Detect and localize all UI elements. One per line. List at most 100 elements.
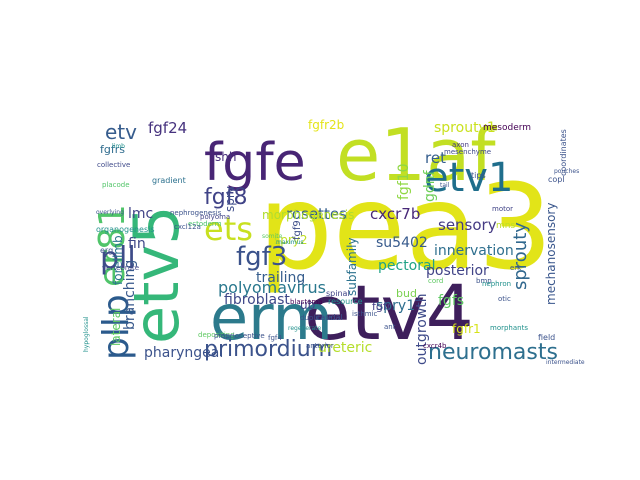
cloud-word: fin bbox=[128, 236, 146, 252]
cloud-word: sensory bbox=[438, 216, 497, 234]
cloud-word: fgf3 bbox=[236, 242, 287, 272]
cloud-word: trailing bbox=[256, 270, 305, 286]
cloud-word: erm bbox=[210, 281, 333, 354]
cloud-word: neuromasts bbox=[428, 340, 558, 365]
cloud-word: spry bbox=[223, 186, 237, 212]
cloud-word: duplicate bbox=[300, 314, 332, 322]
cloud-word: fgf8 bbox=[204, 185, 247, 210]
cloud-word: pllp bbox=[96, 294, 137, 360]
cloud-word: fibroblast bbox=[224, 292, 290, 308]
cloud-word: copl bbox=[548, 175, 565, 184]
cloud-word: branching bbox=[122, 260, 138, 330]
cloud-word: subfamily bbox=[345, 237, 359, 296]
cloud-word: erg bbox=[100, 246, 113, 255]
cloud-word: bmp bbox=[476, 277, 492, 285]
cloud-word: isthmic bbox=[352, 310, 378, 318]
cloud-word: field bbox=[538, 333, 555, 342]
cloud-word: cxcr4b bbox=[423, 342, 447, 350]
cloud-word: spry1 bbox=[376, 298, 415, 314]
cloud-word: fgfr1 bbox=[452, 322, 481, 336]
cloud-word: somite bbox=[262, 233, 283, 240]
cloud-word: etv1 bbox=[424, 155, 513, 201]
cloud-word: sprouty bbox=[510, 222, 531, 290]
cloud-word: morphogenesis bbox=[262, 208, 354, 222]
cloud-word: fgf9 bbox=[292, 220, 303, 240]
cloud-word: hypoglossal bbox=[83, 316, 90, 352]
cloud-word: gradient bbox=[152, 176, 186, 185]
cloud-word: cxcr7b bbox=[370, 205, 420, 223]
cloud-word: pll bbox=[100, 241, 136, 276]
cloud-word: rosettes bbox=[286, 205, 347, 223]
cloud-word: polyomavirus bbox=[218, 278, 326, 297]
cloud-word: axon bbox=[452, 141, 469, 149]
cloud-word: proprioceptive bbox=[214, 332, 265, 340]
cloud-word: lateral bbox=[109, 308, 123, 346]
cloud-word: outgrowth bbox=[414, 293, 430, 365]
cloud-word: cord bbox=[428, 277, 443, 285]
cloud-word: ant bbox=[384, 323, 396, 331]
cloud-word: fgf4 bbox=[268, 334, 282, 342]
cloud-word: primordium bbox=[204, 337, 332, 362]
cloud-word: regenerate bbox=[288, 325, 322, 332]
cloud-word: fgfr2b bbox=[308, 118, 344, 132]
cloud-word: placode bbox=[102, 181, 130, 189]
cloud-word: polyoma bbox=[200, 213, 230, 221]
cloud-word: ureteric bbox=[318, 340, 372, 356]
cloud-word: fgf24 bbox=[148, 119, 187, 137]
cloud-word: maximus bbox=[276, 239, 304, 246]
cloud-word: resource bbox=[328, 297, 363, 306]
cloud-word: tips bbox=[471, 171, 486, 180]
cloud-word: fgfe bbox=[204, 133, 306, 193]
cloud-word: gdnf bbox=[422, 169, 438, 202]
cloud-word: tail bbox=[440, 182, 450, 189]
cloud-word: forelimb bbox=[111, 235, 125, 285]
cloud-word: nephrogenesis bbox=[170, 209, 222, 217]
cloud-word: organogenesis bbox=[96, 225, 155, 234]
cloud-word: pectoral bbox=[378, 258, 435, 274]
cloud-word: etv bbox=[105, 120, 137, 144]
cloud-word: etv4 bbox=[304, 268, 474, 357]
cloud-word: etv5 bbox=[120, 205, 193, 344]
cloud-word: innervation bbox=[434, 243, 514, 259]
cloud-word: blastema bbox=[290, 298, 322, 306]
cloud-word: mesoderm bbox=[483, 123, 531, 133]
cloud-word: mechanosensory bbox=[544, 203, 558, 305]
cloud-word: spry2 bbox=[274, 233, 308, 247]
cloud-word: collective bbox=[97, 161, 130, 169]
cloud-word: limb bbox=[112, 143, 125, 150]
cloud-word: pouches bbox=[554, 168, 579, 175]
cloud-word: cxcl12a bbox=[174, 223, 201, 231]
cloud-word: sprouty1 bbox=[434, 120, 496, 136]
cloud-word: shh bbox=[215, 150, 236, 164]
cloud-word: fgfs bbox=[438, 293, 464, 309]
cloud-word: fgfr bbox=[372, 300, 392, 313]
cloud-word: spinal bbox=[326, 289, 350, 298]
cloud-word: ets bbox=[204, 210, 253, 248]
cloud-word: posterior bbox=[426, 263, 489, 279]
cloud-word: intermediate bbox=[546, 359, 585, 366]
cloud-word: caudal bbox=[316, 313, 343, 322]
cloud-word: erk bbox=[510, 264, 522, 272]
cloud-word: pharyngeal bbox=[144, 345, 223, 361]
cloud-word: depositing bbox=[198, 331, 235, 339]
cloud-word: pea3 bbox=[258, 158, 553, 296]
cloud-word: mesenchyme bbox=[444, 148, 491, 156]
cloud-word: ectoderm bbox=[188, 220, 222, 228]
cloud-word: mns bbox=[496, 221, 515, 231]
cloud-word: lmc bbox=[128, 206, 153, 222]
cloud-word: nephron bbox=[482, 280, 511, 288]
cloud-word: su5402 bbox=[376, 235, 428, 251]
cloud-word: ret bbox=[425, 149, 446, 167]
cloud-word: er81 bbox=[92, 204, 133, 287]
cloud-word: ub bbox=[300, 298, 315, 312]
cloud-word: e1af bbox=[336, 113, 497, 197]
cloud-word: fgf10 bbox=[396, 163, 412, 200]
cloud-word: otic bbox=[498, 295, 511, 303]
cloud-background bbox=[80, 118, 560, 364]
cloud-word: coordinates bbox=[559, 129, 568, 176]
cloud-word: motor bbox=[492, 205, 513, 213]
cloud-word: bud bbox=[396, 287, 417, 300]
cloud-word: overlying bbox=[96, 209, 124, 216]
